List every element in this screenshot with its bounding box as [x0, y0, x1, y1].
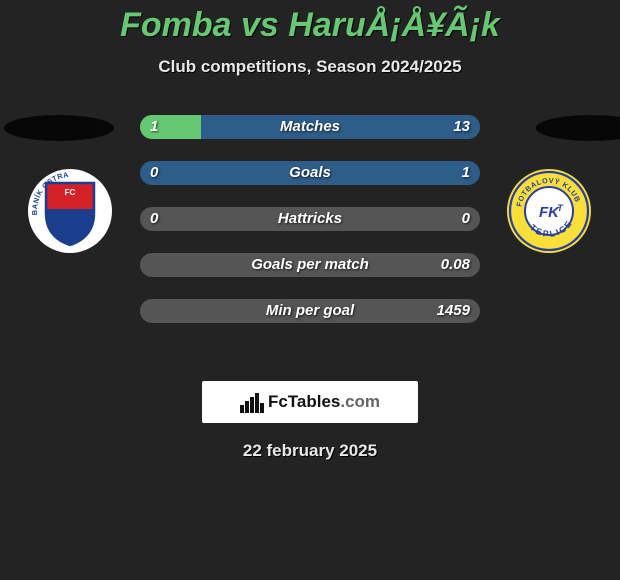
stat-bar: 1Matches13: [140, 115, 480, 139]
club-crest-left: BANÍK OSTRAVA FC: [28, 169, 112, 253]
stat-label: Matches: [140, 115, 480, 139]
stat-bar: 0Goals1: [140, 161, 480, 185]
stat-bar: Min per goal1459: [140, 299, 480, 323]
club-crest-right: FOTBALOVÝ KLUB TEPLICE FK T: [507, 169, 591, 253]
shadow-right: [536, 115, 620, 141]
teplice-crest-icon: FOTBALOVÝ KLUB TEPLICE FK T: [507, 169, 591, 253]
svg-text:FC: FC: [65, 188, 76, 197]
stat-label: Goals per match: [140, 253, 480, 277]
page-title: Fomba vs HaruÅ¡Å¥Ã¡k: [0, 0, 620, 45]
stat-label: Min per goal: [140, 299, 480, 323]
comparison-date: 22 february 2025: [0, 441, 620, 461]
stat-value-right: 1459: [437, 299, 470, 323]
stat-bar: 0Hattricks0: [140, 207, 480, 231]
shadow-left: [4, 115, 114, 141]
stat-value-right: 1: [462, 161, 470, 185]
subtitle: Club competitions, Season 2024/2025: [0, 57, 620, 77]
banik-ostrava-crest-icon: BANÍK OSTRAVA FC: [28, 169, 112, 253]
stat-bar: Goals per match0.08: [140, 253, 480, 277]
stat-value-right: 0.08: [441, 253, 470, 277]
logo-name: FcTables.com: [268, 392, 380, 412]
comparison-arena: BANÍK OSTRAVA FC FOTBALOVÝ KLUB TEPLICE …: [0, 101, 620, 381]
stat-value-right: 0: [462, 207, 470, 231]
stat-label: Goals: [140, 161, 480, 185]
stat-label: Hattricks: [140, 207, 480, 231]
stat-value-right: 13: [453, 115, 470, 139]
fctables-logo[interactable]: FcTables.com: [202, 381, 418, 423]
bar-chart-icon: [240, 391, 262, 413]
stat-bars: 1Matches130Goals10Hattricks0Goals per ma…: [140, 115, 480, 345]
